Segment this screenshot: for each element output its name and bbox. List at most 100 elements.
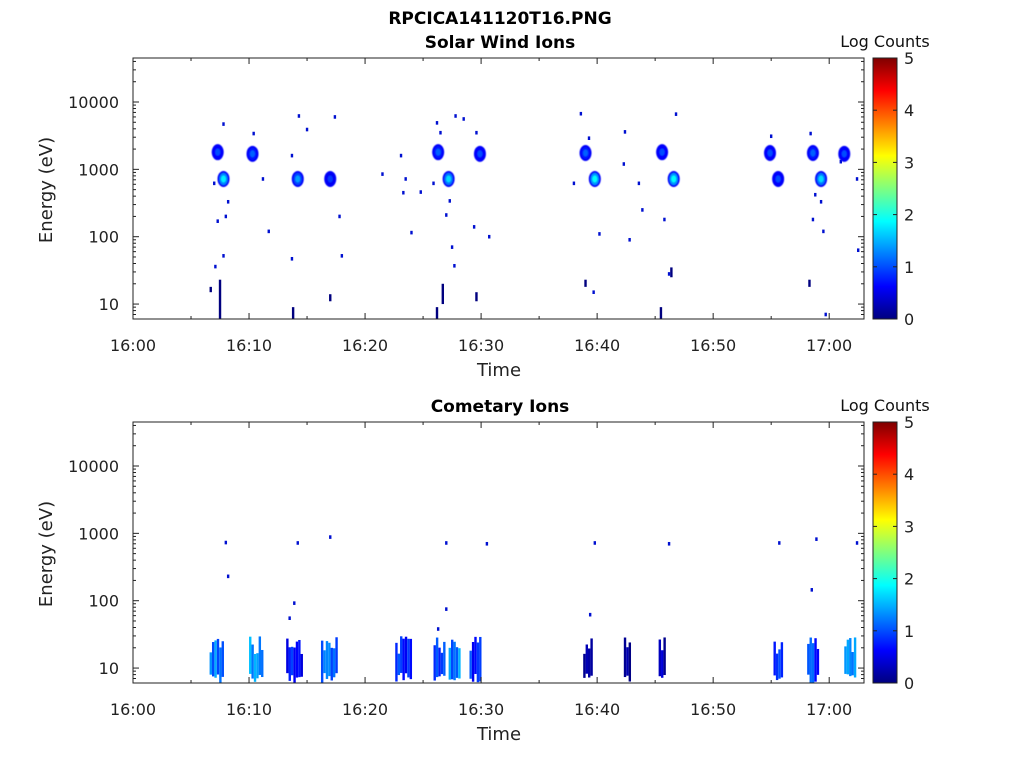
solar-wind-blob-core xyxy=(841,150,847,158)
solar-wind-point xyxy=(410,230,413,235)
solar-wind-point xyxy=(222,122,225,126)
solar-wind-point xyxy=(450,245,454,249)
solar-wind-point xyxy=(402,190,405,195)
solar-wind-point xyxy=(572,181,576,186)
cometary-band-column xyxy=(780,642,784,678)
solar-wind-point xyxy=(587,136,591,141)
solar-wind-point xyxy=(381,172,384,176)
solar-wind-colorbar: 0 1 2 3 4 5 Log Counts xyxy=(840,32,930,329)
cometary-x-tick-label: 16:00 xyxy=(110,700,156,719)
solar-wind-x-axis-label: Time xyxy=(476,360,521,381)
solar-wind-point xyxy=(252,131,255,136)
cometary-band-column xyxy=(325,641,329,679)
solar-wind-point xyxy=(598,232,601,236)
solar-wind-point xyxy=(822,229,825,234)
cometary-band-column xyxy=(300,653,303,677)
cometary-band-column xyxy=(323,650,326,674)
cometary-low-energy-band xyxy=(286,638,303,683)
solar-wind-point xyxy=(224,214,228,219)
cometary-x-tick-label: 16:20 xyxy=(342,700,388,719)
solar-wind-point xyxy=(637,181,641,186)
cometary-point xyxy=(588,612,592,617)
cometary-point xyxy=(296,541,299,545)
solar-wind-blob xyxy=(473,145,486,162)
solar-wind-blob xyxy=(838,145,851,162)
solar-wind-streak xyxy=(218,279,222,319)
cometary-colorbar-tick-label: 5 xyxy=(904,413,914,432)
cometary-band-column xyxy=(249,636,252,674)
solar-wind-blob-core xyxy=(250,150,256,158)
cometary-band-column xyxy=(451,639,454,680)
solar-wind-point xyxy=(855,177,859,181)
cometary-band-column xyxy=(846,639,850,675)
cometary-low-energy-band xyxy=(658,637,666,678)
cometary-band-column xyxy=(440,652,444,675)
cometary-colorbar-tick-label: 4 xyxy=(904,465,914,484)
cometary-colorbar-tick-label: 2 xyxy=(904,570,914,589)
cometary-x-tick-label: 17:00 xyxy=(806,700,852,719)
solar-wind-point xyxy=(667,272,671,276)
solar-wind-point xyxy=(641,208,644,212)
solar-wind-point xyxy=(628,237,631,242)
solar-wind-point xyxy=(222,254,225,258)
cometary-low-energy-band xyxy=(395,636,413,682)
cometary-colorbar-tick-label: 0 xyxy=(904,674,914,693)
cometary-band-column xyxy=(261,649,264,678)
solar-wind-point xyxy=(769,134,773,139)
cometary-colorbar-tick-label: 3 xyxy=(904,517,914,536)
solar-wind-y-tick-label: 10000 xyxy=(68,93,119,112)
cometary-band-column xyxy=(221,641,224,677)
cometary-low-energy-band xyxy=(249,636,264,682)
cometary-point xyxy=(329,535,332,539)
solar-wind-streak xyxy=(584,279,587,287)
solar-wind-blob-core xyxy=(592,175,598,183)
solar-wind-streak xyxy=(808,279,811,287)
cometary-colorbar-ticks: 0 1 2 3 4 5 xyxy=(873,413,914,693)
cometary-band-column xyxy=(288,647,291,681)
cometary-band-column xyxy=(211,642,215,677)
cometary-x-ticks: 16:00 16:10 16:20 16:30 16:40 16:50 17:00 xyxy=(110,422,852,719)
solar-wind-point xyxy=(623,130,627,134)
cometary-point xyxy=(224,540,228,545)
cometary-low-energy-band xyxy=(623,637,632,682)
solar-wind-point xyxy=(340,254,344,258)
solar-wind-y-tick-label: 10 xyxy=(99,295,119,314)
cometary-band-column xyxy=(814,638,817,682)
solar-wind-streak xyxy=(291,307,295,319)
solar-wind-blob xyxy=(806,144,819,161)
cometary-band-column xyxy=(479,636,482,682)
cometary-band-column xyxy=(320,640,324,683)
solar-wind-point xyxy=(445,213,448,217)
cometary-plot-frame xyxy=(132,421,865,684)
solar-wind-point xyxy=(453,263,456,268)
figure-title: RPCICA141120T16.PNG xyxy=(388,9,611,29)
cometary-band-column xyxy=(453,641,456,681)
cometary-band-column xyxy=(773,641,776,676)
solar-wind-streak xyxy=(209,286,212,293)
solar-wind-blob xyxy=(432,144,445,161)
solar-wind-point xyxy=(856,248,860,253)
cometary-band-column xyxy=(435,637,439,678)
cometary-band-column xyxy=(583,653,586,678)
cometary-x-axis-label: Time xyxy=(476,724,521,745)
cometary-band-column xyxy=(332,648,336,678)
cometary-band-column xyxy=(775,653,779,681)
solar-wind-point xyxy=(419,190,422,194)
solar-wind-point xyxy=(435,121,439,125)
cometary-band-column xyxy=(811,643,815,683)
cometary-point xyxy=(593,541,597,545)
cometary-band-column xyxy=(469,650,472,679)
cometary-band-column xyxy=(623,637,627,678)
solar-wind-point xyxy=(819,199,823,204)
cometary-colorbar-title: Log Counts xyxy=(840,396,930,415)
solar-wind-point xyxy=(399,153,403,158)
solar-wind-y-tick-label: 1000 xyxy=(78,160,119,179)
cometary-band-column xyxy=(253,653,257,682)
solar-wind-streak xyxy=(475,292,478,302)
solar-wind-blob xyxy=(588,170,601,187)
cometary-low-energy-band xyxy=(583,638,593,678)
cometary-band-column xyxy=(293,647,296,683)
cometary-band-column xyxy=(448,647,452,680)
cometary-colorbar-tick-label: 1 xyxy=(904,622,914,641)
